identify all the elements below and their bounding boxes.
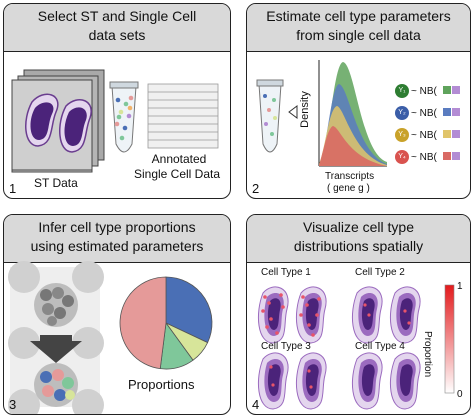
panel-2-title-line-1: Estimate cell type parameters	[266, 8, 451, 24]
param-4-dist: ~ NB(	[411, 151, 437, 163]
density-label: Density	[298, 91, 311, 128]
pie-slice-1	[165, 276, 213, 344]
param-swatches	[443, 86, 460, 160]
param-row-1: Y₁ ~ NB(	[395, 84, 437, 98]
panel-number: 1	[9, 181, 17, 196]
panel-4-title: Visualize cell type distributions spatia…	[247, 215, 470, 263]
density-plot	[318, 60, 387, 167]
arrow-icon	[288, 105, 298, 119]
param-2-dist: ~ NB(	[411, 107, 437, 119]
colorbar-min: 0	[457, 389, 463, 400]
panel-3-graphic	[8, 261, 213, 414]
panel-visualize: Visualize cell type distributions spatia…	[246, 214, 471, 415]
cell-type-3-label: Cell Type 3	[261, 341, 311, 352]
param-row-3: Y₃ ~ NB(	[395, 128, 437, 142]
param-2-sym: Y₂	[395, 106, 409, 120]
panel-1-title-line-2: data sets	[88, 27, 146, 43]
panel-1-title: Select ST and Single Cell data sets	[4, 4, 230, 52]
cell-type-1-label: Cell Type 1	[261, 267, 311, 278]
panel-estimate-parameters: Estimate cell type parameters from singl…	[246, 3, 471, 199]
colorbar	[444, 284, 455, 394]
tube-icon	[256, 79, 284, 153]
param-1-dist: ~ NB(	[411, 85, 437, 97]
param-3-dist: ~ NB(	[411, 129, 437, 141]
panel-3-title-line-1: Infer cell type proportions	[38, 219, 196, 235]
panel-2-title: Estimate cell type parameters from singl…	[247, 4, 470, 52]
proportions-label: Proportions	[128, 377, 195, 392]
single-cell-tube	[109, 81, 139, 153]
panel-1-title-line-1: Select ST and Single Cell	[37, 8, 197, 24]
panel-1-graphic	[11, 69, 219, 173]
panel-number: 3	[9, 397, 17, 412]
colorbar-label: Proportion	[422, 331, 433, 378]
transcripts-label: Transcripts	[325, 171, 375, 182]
gene-label: ( gene g )	[327, 183, 370, 194]
spot-grid	[8, 261, 104, 414]
param-3-sym: Y₃	[395, 128, 409, 142]
panel-2-title-line-2: from single cell data	[296, 27, 421, 43]
proportion-pie	[119, 276, 213, 370]
param-4-sym: Y₄	[395, 150, 409, 164]
panel-4-graphic	[257, 284, 455, 410]
panel-3-title: Infer cell type proportions using estima…	[4, 215, 230, 263]
cell-type-2-label: Cell Type 2	[355, 267, 405, 278]
sc-data-label-2: Single Cell Data	[133, 167, 221, 181]
st-data-label: ST Data	[34, 176, 78, 190]
cell-type-4-label: Cell Type 4	[355, 341, 405, 352]
colorbar-max: 1	[457, 281, 463, 292]
panel-2-graphic	[256, 60, 460, 167]
panel-select-data: Select ST and Single Cell data sets	[3, 3, 231, 199]
panel-4-title-line-2: distributions spatially	[293, 238, 424, 254]
sc-data-label-1: Annotated	[151, 152, 207, 166]
param-row-4: Y₄ ~ NB(	[395, 150, 437, 164]
panel-3-title-line-2: using estimated parameters	[30, 238, 204, 254]
param-1-sym: Y₁	[395, 84, 409, 98]
param-row-2: Y₂ ~ NB(	[395, 106, 437, 120]
panel-number: 4	[252, 397, 260, 412]
st-slides	[11, 69, 105, 173]
panel-4-title-line-1: Visualize cell type	[302, 219, 415, 235]
pie-slice-4	[119, 276, 167, 370]
panel-infer-proportions: Infer cell type proportions using estima…	[3, 214, 231, 415]
single-cell-table	[147, 83, 219, 149]
panel-number: 2	[252, 181, 260, 196]
tissue-maps	[257, 286, 421, 410]
